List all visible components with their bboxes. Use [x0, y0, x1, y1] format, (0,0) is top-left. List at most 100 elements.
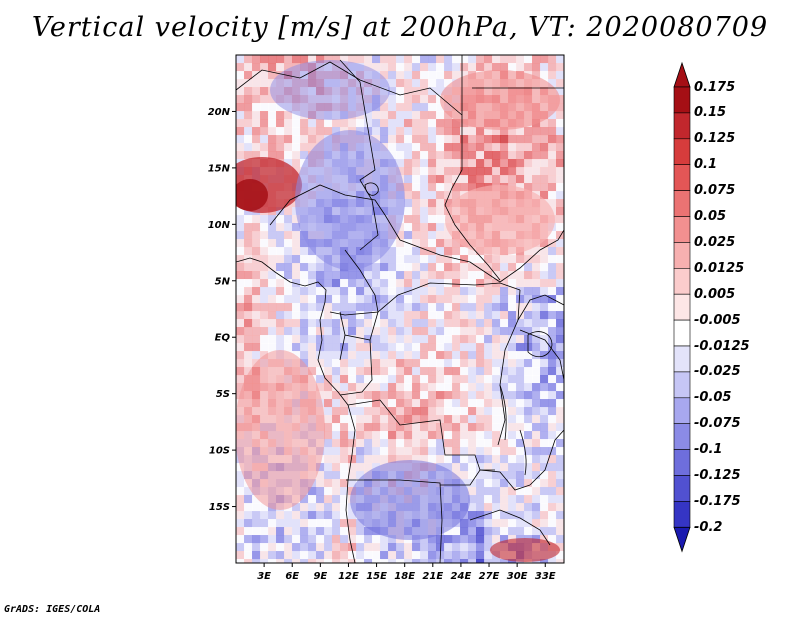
field-cell: [244, 135, 253, 144]
field-cell: [452, 559, 461, 563]
field-cell: [500, 487, 509, 496]
field-cell: [412, 215, 421, 224]
field-cell: [308, 263, 317, 272]
field-cell: [516, 327, 525, 336]
field-cell: [508, 391, 517, 400]
field-cell: [244, 79, 253, 88]
field-cell: [556, 111, 564, 120]
field-cell: [460, 383, 469, 392]
field-cell: [404, 191, 413, 200]
field-cell: [292, 527, 301, 536]
field-cell: [548, 495, 557, 504]
field-cell: [252, 327, 261, 336]
field-cell: [444, 535, 453, 544]
field-cell: [308, 495, 317, 504]
field-cell: [548, 423, 557, 432]
field-cell: [436, 295, 445, 304]
field-cell: [484, 495, 493, 504]
field-cell: [444, 559, 453, 563]
field-cell: [492, 63, 501, 72]
field-cell: [284, 255, 293, 264]
field-cell: [476, 551, 485, 560]
field-cell: [284, 111, 293, 120]
field-cell: [356, 455, 365, 464]
field-cell: [452, 183, 461, 192]
field-cell: [292, 111, 301, 120]
field-cell: [428, 455, 437, 464]
field-cell: [380, 455, 389, 464]
field-cell: [556, 255, 564, 264]
field-cell: [524, 431, 533, 440]
field-cell: [532, 503, 541, 512]
field-cell: [412, 271, 421, 280]
field-cell: [404, 63, 413, 72]
field-cell: [484, 375, 493, 384]
field-cell: [308, 487, 317, 496]
field-cell: [364, 311, 373, 320]
field-cell: [404, 351, 413, 360]
field-cell: [268, 151, 277, 160]
field-cell: [412, 159, 421, 168]
field-cell: [260, 127, 269, 136]
field-cell: [468, 127, 477, 136]
field-cell: [508, 167, 517, 176]
field-cell: [372, 455, 381, 464]
field-cell: [516, 255, 525, 264]
field-cell: [340, 511, 349, 520]
field-cell: [396, 407, 405, 416]
field-cell: [380, 415, 389, 424]
field-cell: [236, 559, 245, 563]
field-cell: [468, 463, 477, 472]
field-cell: [268, 63, 277, 72]
field-cell: [244, 487, 253, 496]
field-cell: [444, 159, 453, 168]
field-cell: [308, 551, 317, 560]
field-cell: [540, 351, 549, 360]
field-cell: [436, 543, 445, 552]
field-cell: [244, 111, 253, 120]
field-cell: [396, 79, 405, 88]
field-cell: [356, 367, 365, 376]
field-cell: [372, 119, 381, 128]
field-cell: [468, 295, 477, 304]
field-cell: [412, 455, 421, 464]
field-cell: [388, 295, 397, 304]
field-cell: [516, 511, 525, 520]
field-cell: [548, 431, 557, 440]
field-cell: [548, 151, 557, 160]
field-cell: [500, 319, 509, 328]
field-cell: [556, 127, 564, 136]
field-cell: [260, 559, 269, 563]
field-cell: [244, 359, 253, 368]
downdraft-patch-southcentral: [350, 460, 470, 540]
field-cell: [324, 327, 333, 336]
field-cell: [276, 55, 285, 64]
field-cell: [436, 431, 445, 440]
field-cell: [308, 351, 317, 360]
field-cell: [516, 183, 525, 192]
field-cell: [276, 535, 285, 544]
field-cell: [548, 167, 557, 176]
lat-tick-label: 15N: [208, 163, 231, 174]
field-cell: [460, 415, 469, 424]
field-cell: [252, 127, 261, 136]
field-cell: [532, 143, 541, 152]
field-cell: [364, 319, 373, 328]
field-cell: [476, 359, 485, 368]
field-cell: [428, 351, 437, 360]
field-cell: [428, 111, 437, 120]
field-cell: [276, 207, 285, 216]
field-cell: [388, 391, 397, 400]
colorbar-swatch: [673, 242, 691, 269]
field-cell: [532, 479, 541, 488]
field-cell: [300, 263, 309, 272]
field-cell: [332, 527, 341, 536]
field-cell: [356, 535, 365, 544]
field-cell: [260, 63, 269, 72]
field-cell: [372, 319, 381, 328]
field-cell: [476, 519, 485, 528]
field-cell: [332, 119, 341, 128]
field-cell: [508, 495, 517, 504]
field-cell: [532, 167, 541, 176]
field-cell: [508, 423, 517, 432]
